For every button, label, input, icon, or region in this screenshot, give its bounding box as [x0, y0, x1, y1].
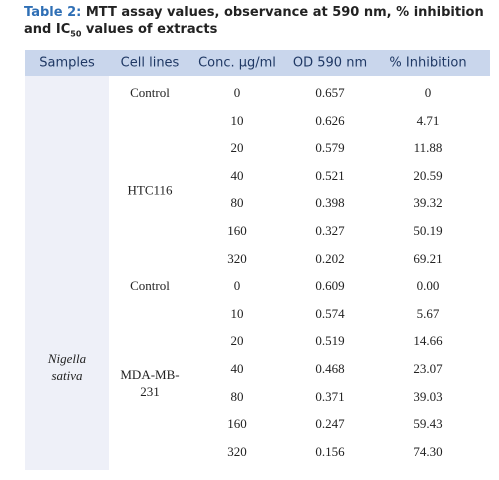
cell: 0.574 — [315, 305, 345, 321]
column-header: Samples — [39, 55, 95, 71]
cell-line-name: MDA-MB-231 — [120, 366, 180, 399]
cell: 4.71 — [416, 112, 440, 128]
cell: 74.30 — [413, 443, 443, 459]
cell: 0 — [424, 85, 432, 100]
cell: 10 — [230, 112, 244, 128]
title-label: Table 2: — [24, 5, 82, 20]
cell: 11.88 — [413, 140, 443, 156]
cell: 0.398 — [315, 195, 345, 211]
cell: 80 — [230, 388, 244, 404]
title-text-end: values of extracts — [81, 22, 218, 37]
cell: 0.247 — [315, 416, 345, 432]
sample-column — [25, 76, 109, 470]
cell: 69.21 — [413, 250, 443, 266]
cell: 40 — [230, 361, 244, 376]
cell: 20 — [230, 140, 244, 156]
column-header: Cell lines — [120, 55, 180, 71]
sample-name: Nigella sativa — [47, 351, 87, 383]
cell: 20 — [230, 333, 244, 349]
cell: 0.371 — [315, 388, 345, 404]
cell: 50.19 — [413, 223, 443, 238]
title-text: MTT assay values, observance at 590 nm, … — [24, 5, 484, 37]
column-header: Conc. μg/ml — [198, 55, 276, 71]
cell: 20.59 — [413, 167, 443, 183]
cell: 0.657 — [315, 85, 345, 100]
cell: 40 — [230, 167, 244, 183]
cell: 0.626 — [315, 112, 345, 128]
cell: 160 — [227, 416, 247, 432]
cell: 160 — [227, 223, 247, 238]
cell: 0.202 — [315, 250, 345, 266]
column-header: % Inhibition — [389, 55, 467, 71]
cell: 59.43 — [413, 416, 443, 432]
cell: 0.609 — [315, 278, 345, 294]
column-header: OD 590 nm — [292, 55, 368, 71]
cell-line-control: Control — [130, 278, 170, 294]
cell: 0 — [233, 278, 241, 294]
cell: 320 — [227, 443, 247, 459]
header-row — [25, 50, 490, 76]
cell: 0.579 — [315, 140, 345, 156]
cell: 0.519 — [315, 333, 345, 349]
cell: 10 — [230, 305, 244, 321]
cell: 39.03 — [413, 388, 443, 404]
cell: 0.468 — [315, 361, 345, 376]
cell: 0.156 — [315, 443, 345, 459]
cell: 320 — [227, 250, 247, 266]
cell: 14.66 — [413, 333, 443, 349]
title-subscript: 50 — [70, 29, 82, 39]
cell-line-name: HTC116 — [127, 182, 173, 198]
cell: 0.00 — [416, 278, 440, 294]
cell: 39.32 — [413, 195, 443, 211]
cell: 23.07 — [413, 361, 443, 376]
cell: 80 — [230, 195, 244, 211]
cell: 5.67 — [416, 305, 440, 321]
table-title: Table 2: MTT assay values, observance at… — [24, 4, 484, 43]
cell: 0.327 — [315, 223, 345, 238]
cell-line-control: Control — [130, 85, 170, 100]
cell: 0.521 — [315, 167, 345, 183]
cell: 0 — [233, 85, 241, 100]
